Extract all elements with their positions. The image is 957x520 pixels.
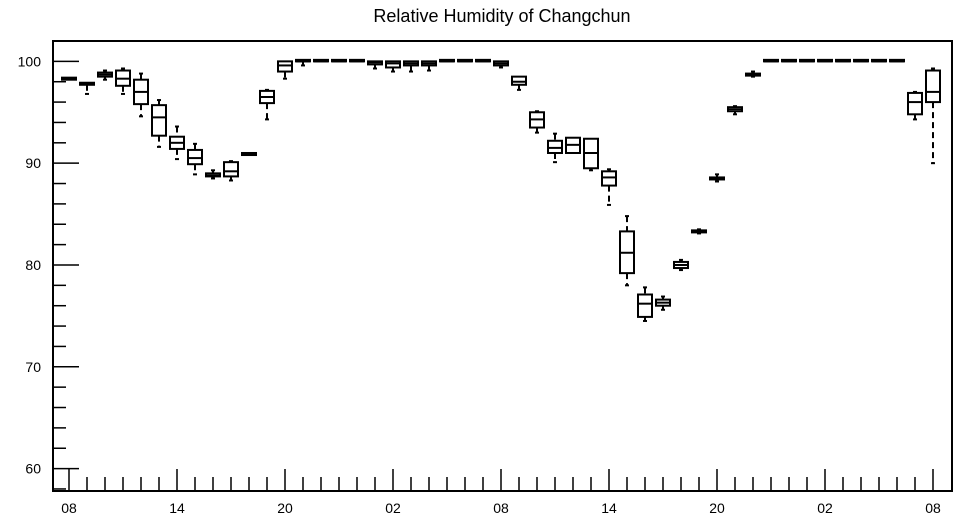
box-plot-item [187,142,203,176]
box-plot-item [313,58,329,63]
y-tick-label: 60 [25,461,41,477]
y-tick-label: 90 [25,155,41,171]
box-plot-item [781,58,797,63]
box-plot-item [511,75,527,91]
box-plot-item [763,58,779,63]
box-plot-item [565,136,581,154]
box-plot-item [169,125,185,161]
box-plot-item [295,58,311,67]
box-iqr [511,75,527,86]
box-plot-item [205,169,221,180]
box-plot-item [367,60,383,70]
box-plot-item [529,110,545,134]
y-tick-label: 100 [18,53,42,69]
box-plot-item [727,105,743,116]
x-tick-label: 20 [709,500,725,516]
box-iqr [907,91,923,116]
box-plot-item [835,58,851,63]
box-plot-item [385,60,401,73]
box-plot-item [421,60,437,72]
y-tick-label: 70 [25,359,41,375]
box-plot-item [97,69,113,81]
box-plot-item [241,151,257,157]
box-plot-item [673,258,689,272]
box-iqr [187,148,203,166]
box-plot-item [601,168,617,206]
box-plot-item [331,58,347,63]
x-tick-label: 14 [169,500,185,516]
box-iqr [151,104,167,137]
box-plot-item [493,60,509,69]
box-iqr [637,293,653,318]
x-tick-label: 02 [817,500,833,516]
x-tick-label: 08 [493,500,509,516]
box-plot-item [889,58,905,63]
y-axis: 60 70 80 90 100 [18,40,79,490]
x-tick-label: 20 [277,500,293,516]
box-plot-item [691,228,707,235]
box-plot-item [655,295,671,311]
box-plot-item [817,58,833,63]
box-plot-item [151,99,167,148]
box-plot-item [709,173,725,183]
box-plot-item [853,58,869,63]
box-plot-item [439,58,455,63]
box-plot-item [925,67,941,165]
box-plot-item [79,81,95,95]
x-tick-label: 08 [925,500,941,516]
x-tick-label: 02 [385,500,401,516]
box-plot-item [745,70,761,78]
chart-title: Relative Humidity of Changchun [373,6,630,26]
box-plot-item [115,67,131,95]
box-plot-item [61,76,77,81]
box-plot-item [907,90,923,121]
box-iqr [547,139,563,154]
box-iqr [223,161,239,178]
box-plot-item [637,286,653,322]
box-iqr [601,170,617,187]
plot-frame [52,40,953,492]
box-series [61,58,941,322]
box-plot-item [871,58,887,63]
box-plot-item [277,60,293,80]
box-plot-item [583,137,599,172]
box-iqr [925,69,941,104]
box-iqr [385,60,401,69]
box-plot-item [547,132,563,164]
box-plot-item [133,72,149,118]
box-plot-item [349,58,365,63]
x-axis: 08 14 20 02 08 14 20 02 08 [61,469,941,516]
box-plot-item [799,58,815,63]
box-iqr [277,60,293,73]
box-plot-item [259,88,275,121]
box-plot-item [475,58,491,63]
box-plot-item [403,60,419,73]
box-plot-item [223,160,239,182]
y-tick-label: 80 [25,257,41,273]
x-tick-label: 14 [601,500,617,516]
box-plot-item [457,58,473,63]
x-tick-label: 08 [61,500,77,516]
box-plot-item [619,215,635,287]
